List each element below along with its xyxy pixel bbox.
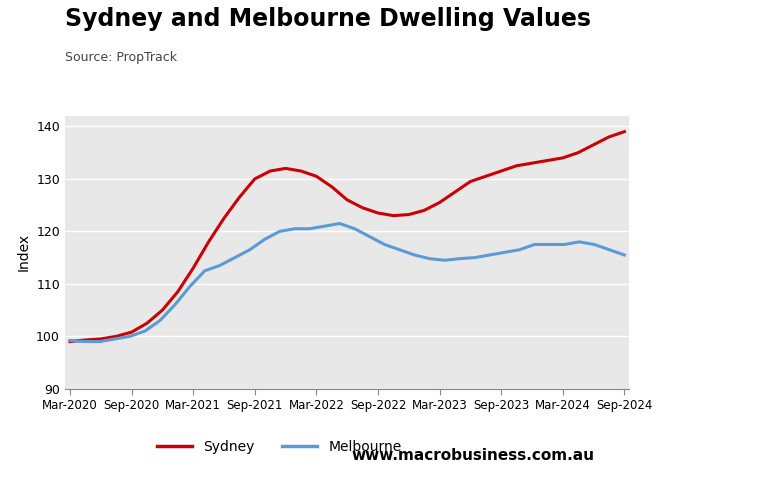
Text: Source: PropTrack: Source: PropTrack: [65, 51, 177, 64]
Y-axis label: Index: Index: [17, 233, 31, 271]
Text: MACRO: MACRO: [662, 33, 730, 51]
Text: www.macrobusiness.com.au: www.macrobusiness.com.au: [352, 448, 594, 463]
Text: Sydney and Melbourne Dwelling Values: Sydney and Melbourne Dwelling Values: [65, 7, 591, 31]
Legend: Sydney, Melbourne: Sydney, Melbourne: [152, 435, 407, 460]
Text: BUSINESS: BUSINESS: [658, 69, 733, 82]
